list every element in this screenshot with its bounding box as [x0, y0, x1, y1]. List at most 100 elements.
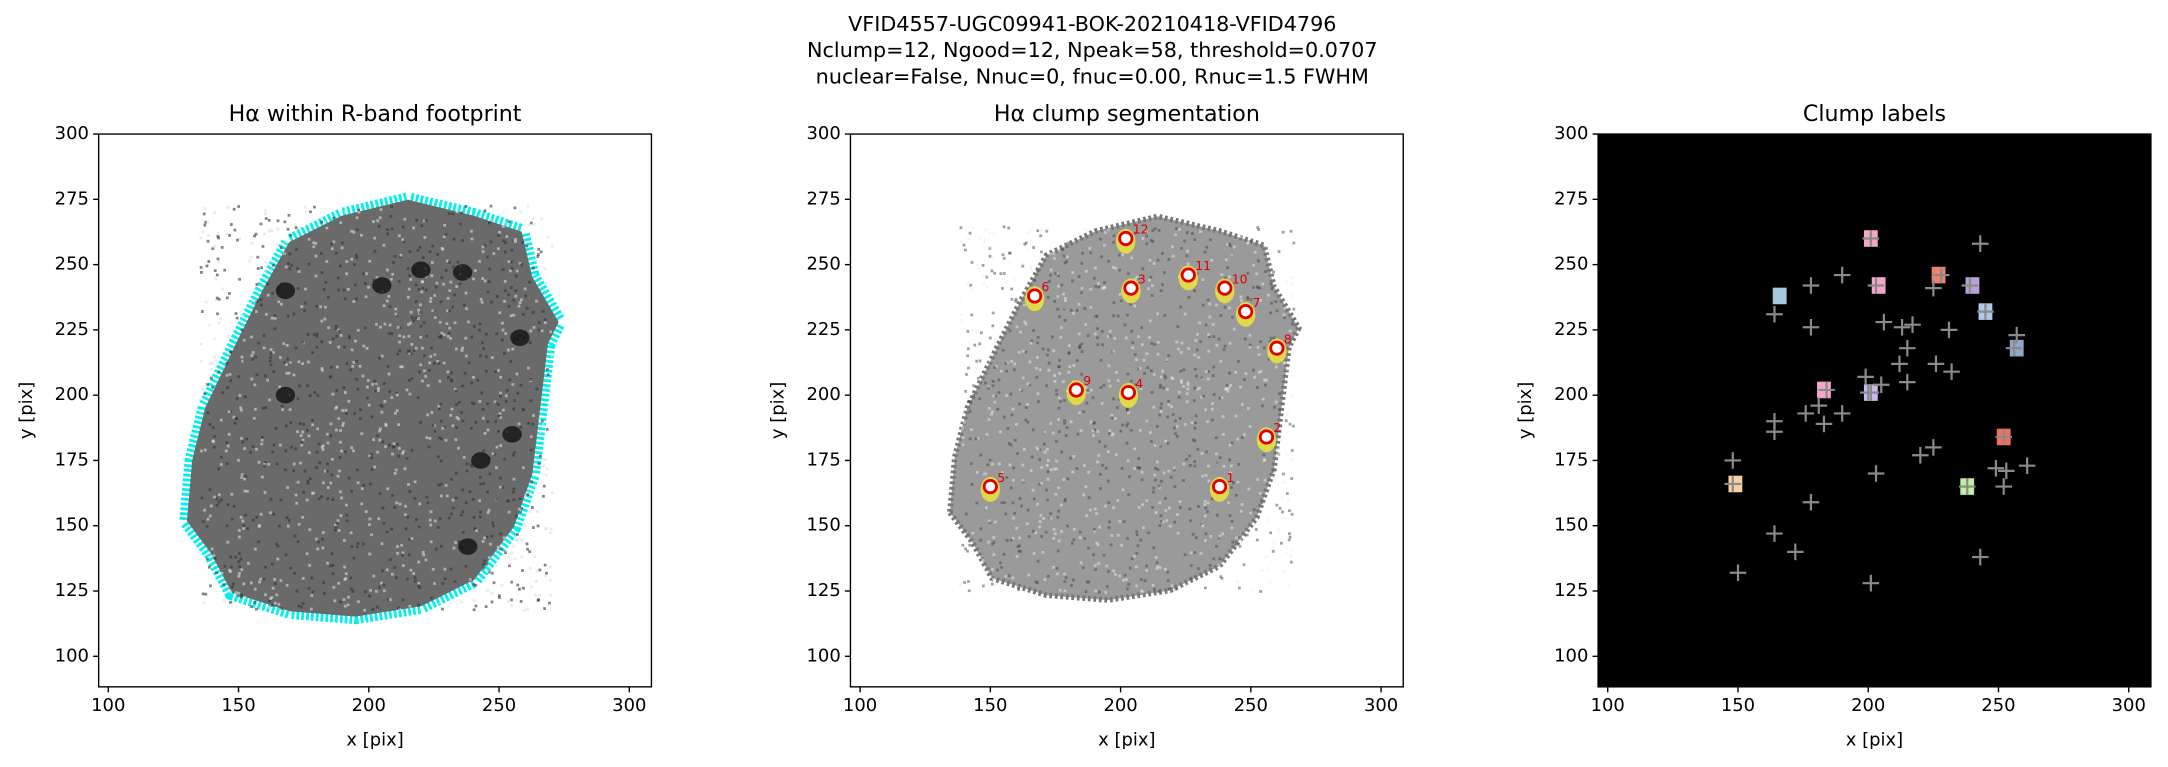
pixel — [326, 561, 329, 565]
pixel — [343, 604, 347, 608]
y-tick-label: 125 — [1554, 580, 1588, 601]
pixel — [541, 310, 545, 313]
clump-marker — [1123, 280, 1139, 296]
pixel — [1084, 269, 1088, 273]
pixel — [499, 416, 502, 419]
pixel — [312, 491, 315, 495]
pixel — [1046, 470, 1050, 474]
pixel — [279, 356, 282, 359]
pixel — [1276, 448, 1279, 451]
pixel — [1029, 469, 1033, 472]
pixel — [1004, 574, 1008, 578]
peak — [1971, 548, 1989, 566]
pixel — [388, 305, 392, 309]
pixel — [1203, 539, 1207, 542]
pixel — [1121, 488, 1125, 492]
pixel — [217, 370, 221, 374]
frame — [849, 133, 1404, 688]
pixel — [540, 419, 544, 423]
pixel — [1107, 259, 1110, 263]
pixel — [341, 409, 344, 412]
peak — [1766, 525, 1783, 542]
pixel — [1172, 466, 1176, 470]
pixel — [1156, 312, 1159, 316]
pixel — [492, 252, 496, 255]
clump-marker — [1258, 429, 1275, 445]
pixel — [974, 437, 978, 441]
pixel — [1126, 459, 1130, 463]
pixel — [355, 216, 359, 220]
pixel — [344, 503, 348, 507]
pixel — [226, 444, 230, 448]
pixel — [516, 391, 520, 395]
pixel — [286, 524, 290, 528]
pixel — [545, 571, 548, 575]
pixel — [1165, 519, 1168, 522]
pixel — [394, 411, 397, 415]
pixel — [1060, 529, 1063, 533]
pixel — [301, 430, 305, 434]
pixel — [992, 536, 996, 539]
pixel — [249, 581, 253, 585]
pixel — [987, 359, 991, 363]
pixel — [516, 583, 520, 587]
pixel — [1103, 444, 1107, 448]
pixel — [510, 267, 514, 270]
pixel — [519, 210, 522, 214]
pixel — [374, 389, 378, 393]
pixel — [534, 593, 537, 597]
pixel — [1167, 399, 1171, 403]
pixel — [1140, 478, 1144, 482]
pixel — [1149, 431, 1152, 434]
pixel — [419, 324, 423, 328]
pixel — [237, 591, 241, 595]
pixel — [212, 554, 216, 558]
pixel — [1203, 586, 1207, 590]
pixel — [250, 335, 253, 339]
pixel — [1053, 467, 1057, 471]
pixel — [537, 247, 541, 251]
pixel — [1244, 372, 1248, 375]
pixel — [1150, 294, 1154, 297]
pixel — [437, 361, 441, 365]
pixel — [282, 342, 286, 346]
pixel — [506, 499, 510, 503]
pixel — [1108, 384, 1112, 388]
pixel — [315, 332, 319, 336]
pixel — [422, 321, 426, 325]
pixel — [544, 527, 548, 531]
pixel — [342, 421, 345, 425]
pixel — [296, 397, 300, 401]
pixel — [975, 359, 979, 363]
pixel — [303, 205, 307, 209]
pixel — [486, 589, 489, 592]
y-axis-label: y [pix] — [1515, 382, 1536, 439]
pixel — [324, 305, 327, 309]
pixel — [1206, 501, 1210, 505]
pixel — [1126, 372, 1130, 376]
pixel — [501, 321, 504, 325]
pixel — [1110, 433, 1114, 437]
pixel — [982, 282, 986, 286]
pixel — [372, 574, 376, 578]
pixel — [390, 527, 394, 531]
pixel — [1118, 253, 1121, 257]
pixel — [428, 437, 432, 440]
pixel — [254, 310, 258, 313]
pixel — [1288, 422, 1292, 426]
pixel — [497, 596, 501, 599]
pixel — [518, 497, 522, 500]
pixel — [1028, 383, 1032, 387]
pixel — [526, 366, 530, 370]
pixel — [964, 253, 968, 257]
pixel — [1287, 498, 1291, 502]
pixel — [1239, 538, 1242, 542]
pixel — [285, 583, 289, 587]
pixel — [1152, 262, 1156, 265]
pixel — [290, 263, 294, 267]
pixel — [1149, 275, 1153, 279]
pixel — [348, 336, 351, 340]
pixel — [1053, 380, 1057, 383]
pixel — [982, 568, 986, 572]
pixel — [1221, 532, 1224, 536]
